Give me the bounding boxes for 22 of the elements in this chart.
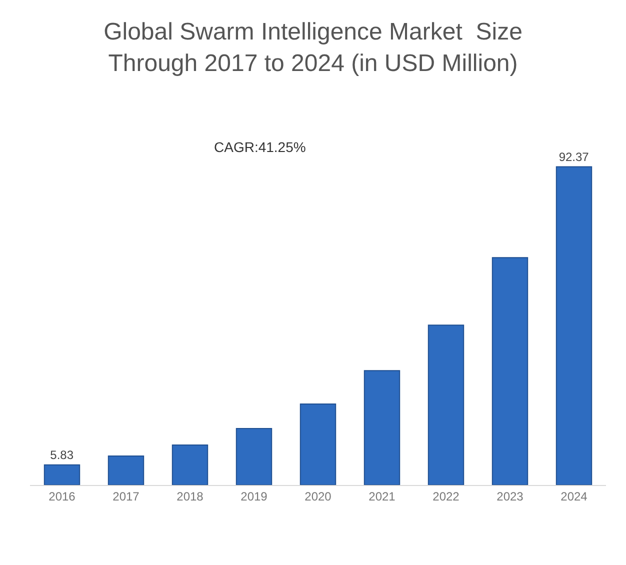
x-tick-label: 2024 [560,489,588,504]
bar [364,370,400,485]
x-tick-label: 2020 [304,489,332,504]
text: CAGR:41.25% [214,139,306,155]
bar [300,404,336,485]
data-label: 5.83 [50,448,74,462]
x-tick-label: 2018 [176,489,204,504]
x-tick-label: 2021 [368,489,396,504]
bar [556,166,592,485]
bar [44,464,80,485]
x-tick-label: 2023 [496,489,524,504]
data-label: 92.37 [558,150,590,164]
chart-title: Global Swarm Intelligence Market Size Through 2017 to 2024 (in USD Million) [104,18,522,77]
bar [108,456,144,485]
x-tick-label: 2016 [48,489,76,504]
x-tick-label: 2017 [112,489,140,504]
bar [236,428,272,485]
bar [492,257,528,485]
bar [428,324,464,485]
bar [172,444,208,485]
x-tick-label: 2019 [240,489,268,504]
x-tick-label: 2022 [432,489,460,504]
